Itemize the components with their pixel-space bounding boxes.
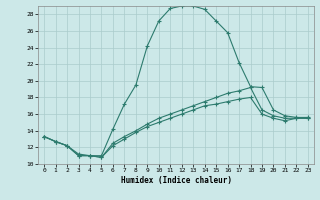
X-axis label: Humidex (Indice chaleur): Humidex (Indice chaleur) [121, 176, 231, 185]
